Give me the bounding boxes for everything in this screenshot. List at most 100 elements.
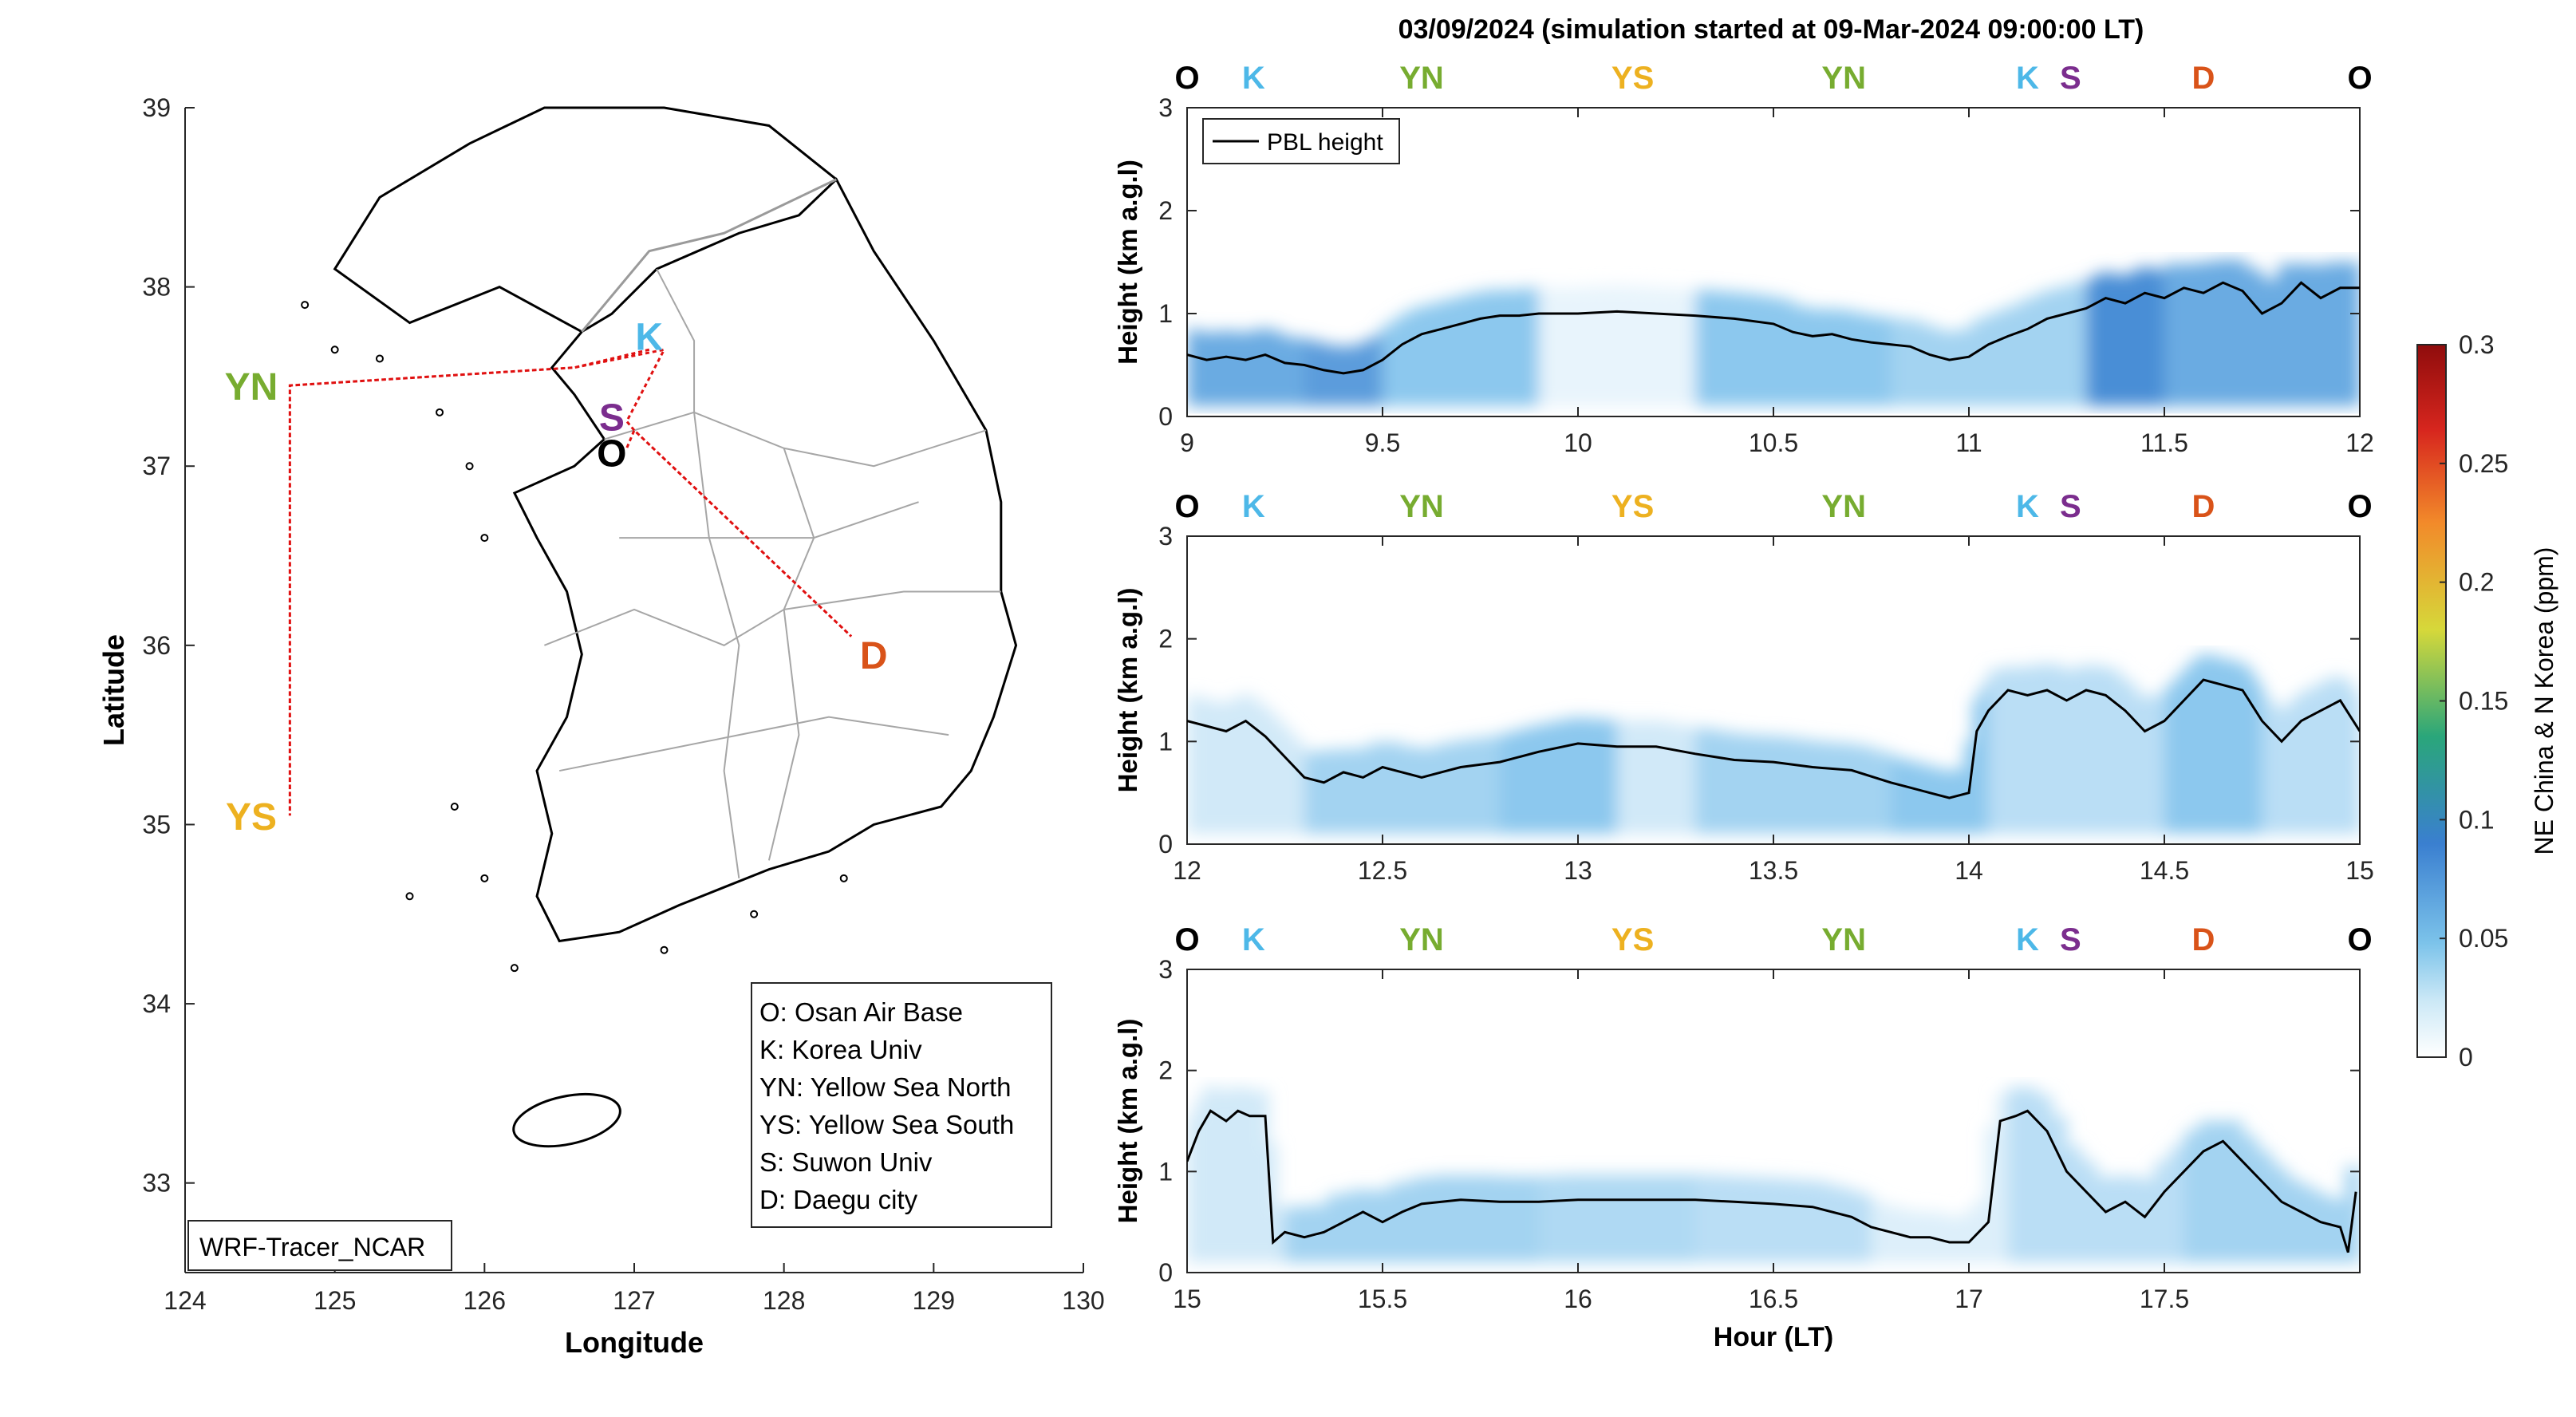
tracer-cell <box>2047 664 2063 835</box>
map-x-tick-label: 125 <box>314 1286 356 1315</box>
tracer-cell <box>1369 742 1387 835</box>
tracer-cell <box>1244 1088 1253 1263</box>
tracer-cell <box>1724 1176 1741 1263</box>
island <box>405 892 414 901</box>
map-x-tick-label: 128 <box>763 1286 805 1315</box>
tracer-cell <box>1597 719 1608 835</box>
tracer-cell <box>1206 332 1217 407</box>
tracer-cell <box>1882 1205 1896 1263</box>
tracer-cell <box>1951 1217 1963 1263</box>
tracer-cell <box>1529 726 1540 835</box>
tracer-cell <box>1519 728 1530 835</box>
tracer-cell <box>1219 1091 1229 1263</box>
tracer-cell <box>2037 291 2055 407</box>
tracer-cell <box>1525 287 1540 407</box>
tracer-cell <box>2157 270 2165 407</box>
map-y-tick-label: 33 <box>142 1169 171 1198</box>
site-marker-k: K <box>1242 489 1265 524</box>
tracer-cell <box>1675 724 1683 835</box>
tracer-cell <box>1486 290 1501 407</box>
x-tick-label: 17.5 <box>2140 1285 2189 1313</box>
tracer-cell <box>1656 287 1671 407</box>
tracer-field <box>1187 654 2360 835</box>
tracer-cell <box>1607 720 1618 835</box>
x-tick-label: 15 <box>1173 1285 1201 1313</box>
island <box>839 874 848 882</box>
map-y-tick-label: 35 <box>142 810 171 839</box>
tracer-cell <box>1858 314 1876 407</box>
tracer-cell <box>1187 695 1198 835</box>
site-legend-entry: YS: Yellow Sea South <box>759 1110 1014 1139</box>
site-legend-entry: YN: Yellow Sea North <box>759 1072 1012 1102</box>
tracer-cell <box>1939 331 1957 407</box>
tracer-cell <box>1727 733 1746 835</box>
x-tick-label: 12.5 <box>1358 856 1407 885</box>
y-tick-label: 0 <box>1158 830 1173 858</box>
tracer-cell <box>2301 1186 2317 1263</box>
tracer-cell <box>2021 298 2038 407</box>
tracer-cell <box>2004 306 2022 407</box>
tracer-cell <box>1294 337 1305 407</box>
tracer-cell <box>1348 1190 1371 1263</box>
tracer-cell <box>1907 320 1924 407</box>
tracer-cell <box>1871 1202 1884 1263</box>
tracer-cell <box>1907 760 1916 835</box>
legend-box <box>1202 118 1400 164</box>
tracer-cell <box>2205 654 2215 835</box>
site-label-s: S <box>599 397 625 439</box>
tracer-cell <box>2183 1131 2199 1263</box>
tracer-cell <box>1711 730 1729 835</box>
tracer-cell <box>1195 1098 1205 1263</box>
tracer-cell <box>2135 695 2151 835</box>
island <box>436 408 444 416</box>
site-marker-ys: YS <box>1611 922 1654 957</box>
site-marker-s: S <box>2060 922 2081 957</box>
tracer-cell <box>1874 752 1892 835</box>
tracer-cell <box>1564 287 1579 407</box>
tracer-cell <box>2270 704 2279 835</box>
tracer-cell <box>1386 742 1403 835</box>
tracer-cell <box>2138 266 2146 407</box>
tracer-cell <box>1760 736 1778 835</box>
province-border <box>604 411 987 468</box>
y-tick-label: 1 <box>1158 1157 1173 1186</box>
tracer-cell <box>1236 332 1247 407</box>
tracer-cell <box>1753 1177 1769 1263</box>
site-marker-k: K <box>2016 922 2039 957</box>
island <box>330 345 339 354</box>
tracer-cell <box>2112 274 2120 407</box>
tracer-cell <box>1187 329 1198 407</box>
tracer-cell <box>1265 329 1276 407</box>
tracer-cell <box>1391 1182 1413 1263</box>
x-tick-label: 14 <box>1955 856 1983 885</box>
island <box>510 964 519 973</box>
colorbar-label: NE China & N Korea (ppm) <box>2530 547 2558 855</box>
tracer-cell <box>1899 759 1908 835</box>
tracer-cell <box>1245 331 1256 407</box>
tracer-cell <box>2229 259 2247 407</box>
tracer-cell <box>1783 1179 1799 1263</box>
tracer-cell <box>1197 697 1208 835</box>
tracer-cell <box>2125 1176 2141 1263</box>
tracer-cell <box>1604 1174 1618 1263</box>
province-border <box>656 268 696 412</box>
tracer-cell <box>1252 1091 1261 1263</box>
tracer-cell <box>2227 1121 2243 1263</box>
site-marker-ys: YS <box>1611 61 1654 96</box>
tracer-cell <box>1841 1189 1858 1263</box>
tracer-cell <box>2169 1146 2185 1263</box>
map-x-tick-label: 129 <box>913 1286 955 1315</box>
tracer-cell <box>2315 1194 2332 1263</box>
province-border <box>767 448 815 861</box>
map-x-tick-label: 126 <box>464 1286 506 1315</box>
province-border <box>558 716 949 772</box>
tracer-cell <box>2002 667 2019 835</box>
tracer-cell <box>1643 1174 1657 1263</box>
island <box>480 874 489 882</box>
y-tick-label: 2 <box>1158 1056 1173 1085</box>
site-marker-k: K <box>1242 61 1265 96</box>
tracer-cell <box>1408 308 1422 407</box>
tracer-cell <box>2335 677 2345 835</box>
